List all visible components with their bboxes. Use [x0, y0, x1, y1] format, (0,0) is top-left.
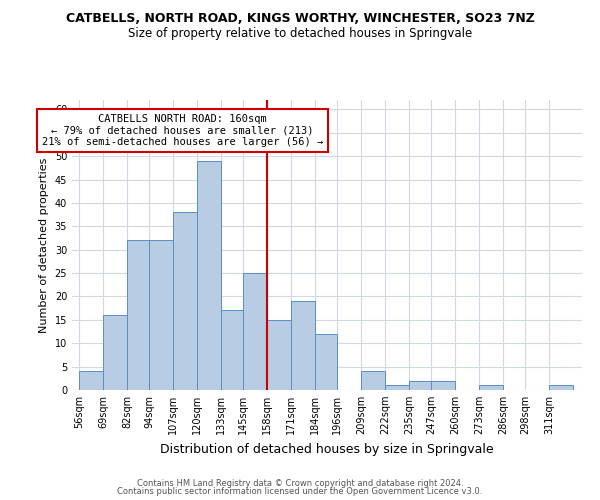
- Bar: [127, 240, 149, 390]
- Bar: [103, 315, 127, 390]
- Bar: [409, 380, 431, 390]
- Text: CATBELLS, NORTH ROAD, KINGS WORTHY, WINCHESTER, SO23 7NZ: CATBELLS, NORTH ROAD, KINGS WORTHY, WINC…: [65, 12, 535, 26]
- Bar: [197, 161, 221, 390]
- Y-axis label: Number of detached properties: Number of detached properties: [39, 158, 49, 332]
- Bar: [221, 310, 243, 390]
- Text: Contains public sector information licensed under the Open Government Licence v3: Contains public sector information licen…: [118, 487, 482, 496]
- Bar: [361, 372, 385, 390]
- Bar: [385, 386, 409, 390]
- Text: CATBELLS NORTH ROAD: 160sqm
← 79% of detached houses are smaller (213)
21% of se: CATBELLS NORTH ROAD: 160sqm ← 79% of det…: [42, 114, 323, 147]
- Bar: [549, 386, 573, 390]
- Bar: [291, 301, 315, 390]
- Bar: [431, 380, 455, 390]
- Bar: [267, 320, 291, 390]
- Bar: [315, 334, 337, 390]
- Bar: [479, 386, 503, 390]
- Text: Contains HM Land Registry data © Crown copyright and database right 2024.: Contains HM Land Registry data © Crown c…: [137, 478, 463, 488]
- Bar: [243, 273, 267, 390]
- Bar: [79, 372, 103, 390]
- Text: Size of property relative to detached houses in Springvale: Size of property relative to detached ho…: [128, 28, 472, 40]
- Bar: [173, 212, 197, 390]
- X-axis label: Distribution of detached houses by size in Springvale: Distribution of detached houses by size …: [160, 442, 494, 456]
- Bar: [149, 240, 173, 390]
